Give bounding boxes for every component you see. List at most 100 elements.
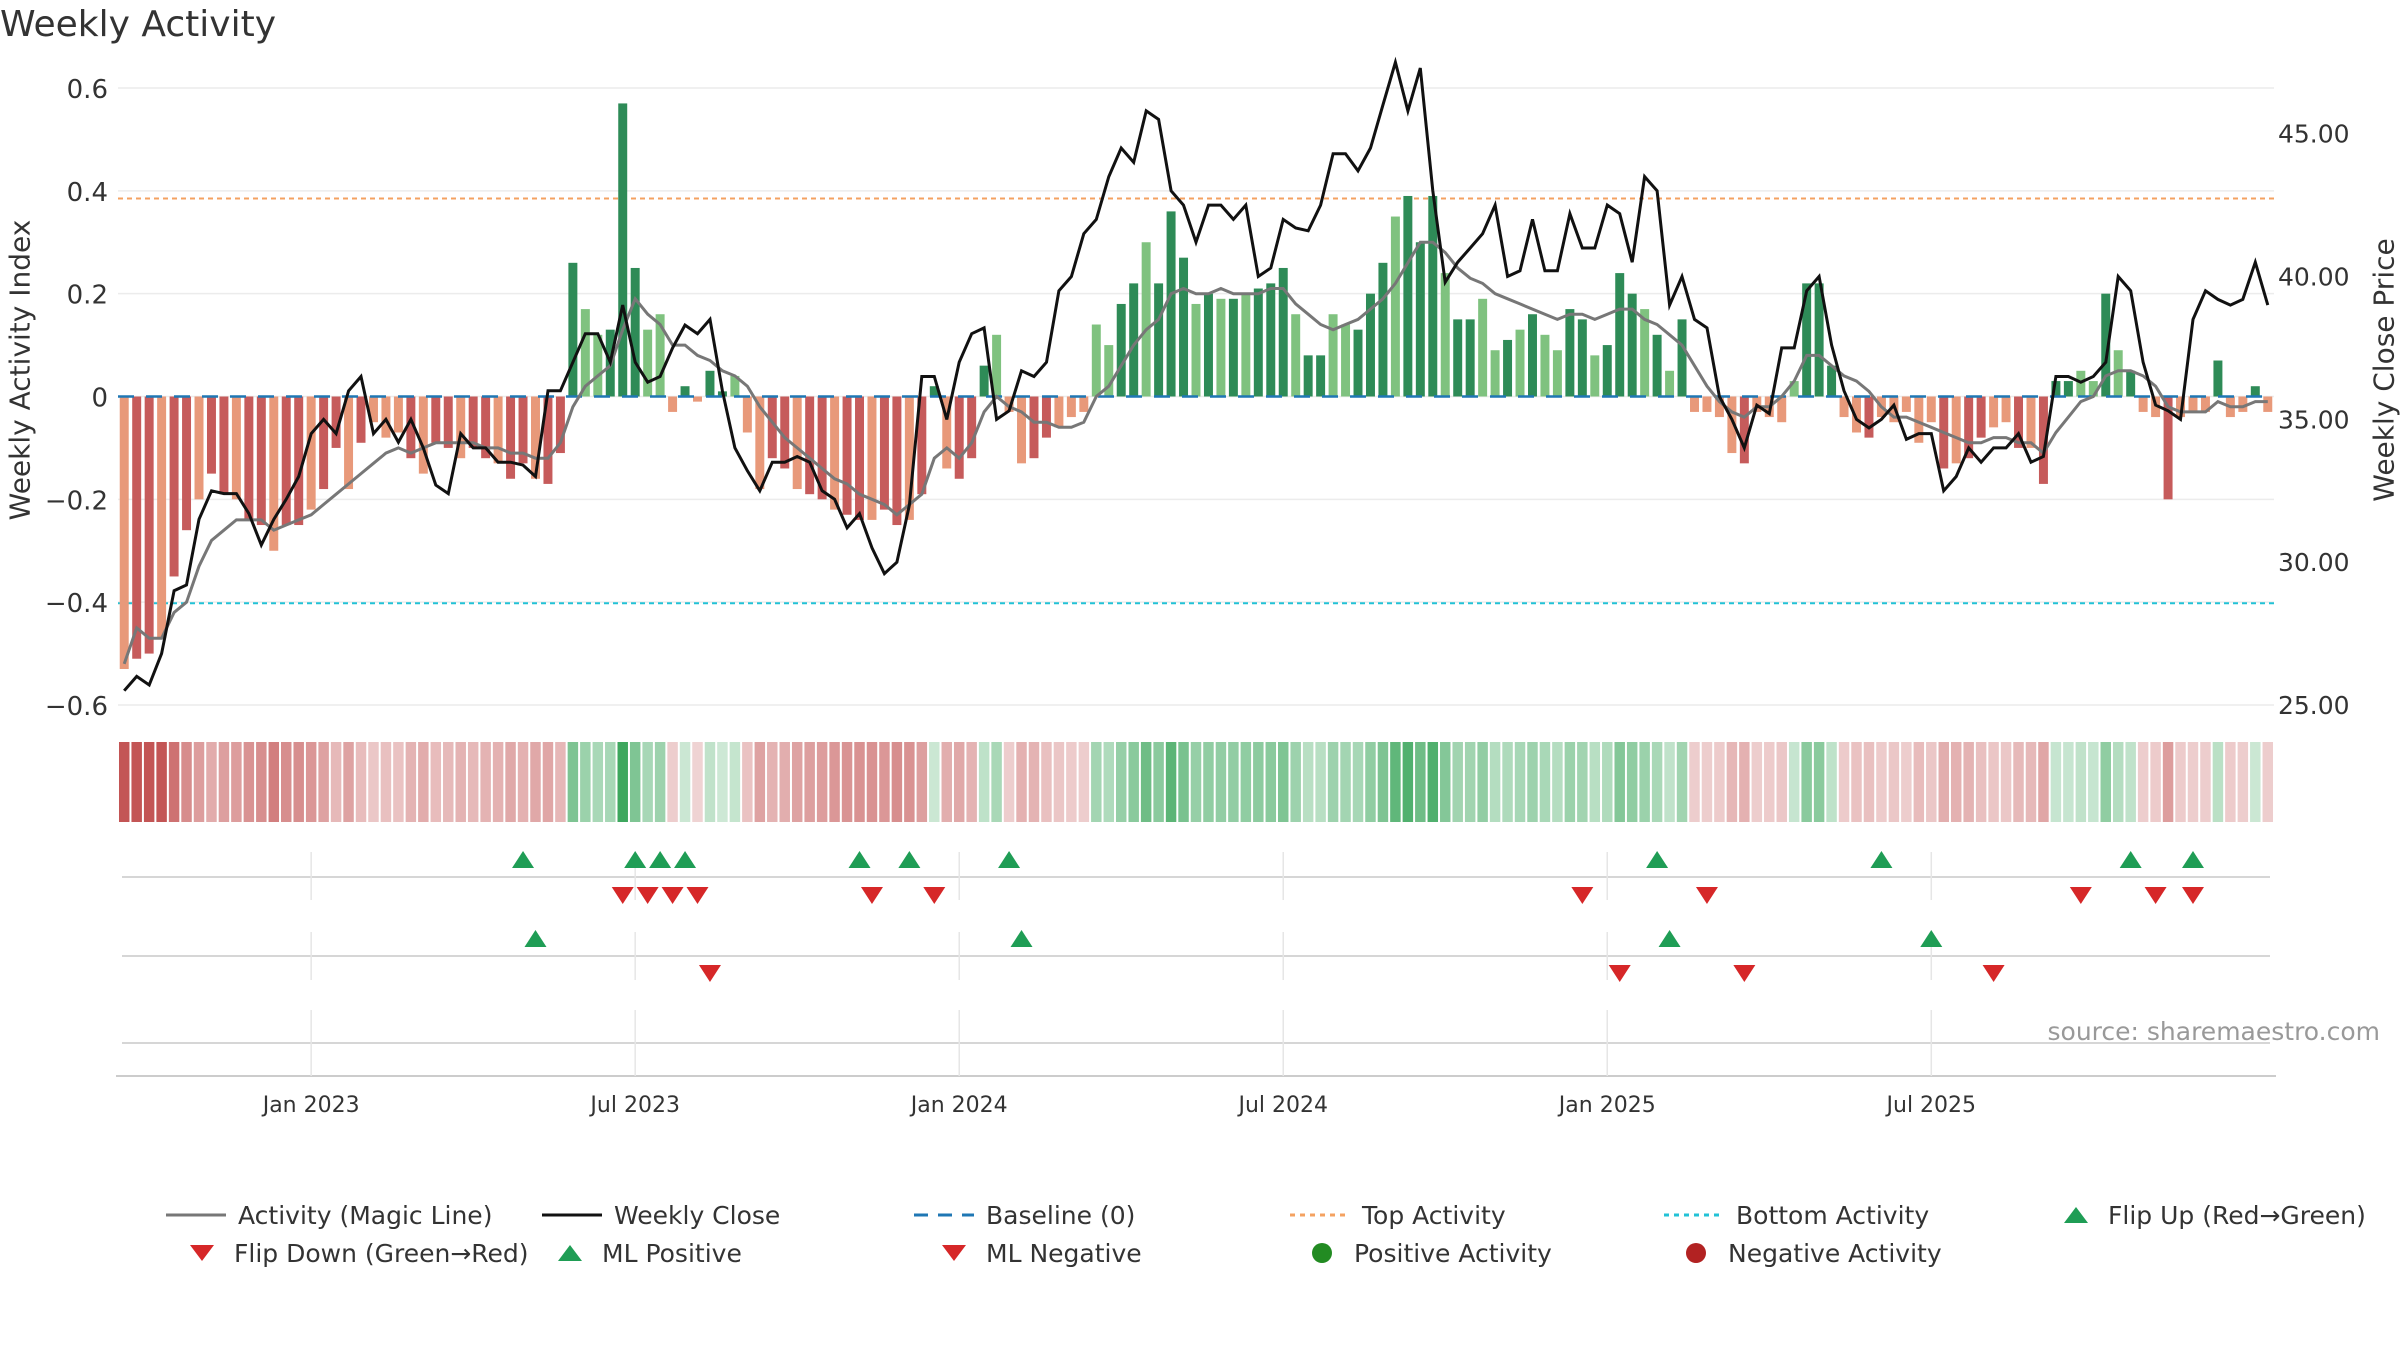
heat-strip-cell xyxy=(231,742,242,822)
activity-bar xyxy=(1129,283,1139,397)
ml-negative-marker xyxy=(1608,965,1631,982)
activity-bar xyxy=(1004,396,1014,412)
activity-bar xyxy=(2263,396,2273,412)
heat-strip-cell xyxy=(1103,742,1114,822)
legend-label: Activity (Magic Line) xyxy=(238,1200,493,1230)
heat-strip-cell xyxy=(1739,742,1750,822)
heat-strip-cell xyxy=(1614,742,1625,822)
flip-up-marker xyxy=(1870,851,1893,868)
activity-bar xyxy=(568,262,578,397)
heat-strip-cell xyxy=(953,742,965,822)
activity-bar xyxy=(2101,293,2111,397)
y-tick-label-right: 45.00 xyxy=(2278,120,2350,149)
activity-bar xyxy=(443,396,453,448)
activity-bar xyxy=(555,396,565,454)
heat-strip-cell xyxy=(754,742,766,822)
legend-ml-negative-swatch xyxy=(942,1245,966,1261)
heat-strip-cell xyxy=(667,742,678,822)
activity-bar xyxy=(194,396,204,500)
activity-bar xyxy=(1727,396,1737,454)
legend-negative-activity: Negative Activity xyxy=(1676,1236,1942,1270)
activity-bar xyxy=(1241,293,1251,397)
heat-strip-cell xyxy=(816,742,828,822)
heat-strip-cell xyxy=(1876,742,1887,822)
activity-bar xyxy=(1515,329,1525,397)
y-tick-label-left: 0.6 xyxy=(67,75,108,105)
activity-bar xyxy=(780,396,790,469)
heat-strip-cell xyxy=(629,742,641,822)
heat-strip-cell xyxy=(1128,742,1139,822)
activity-bar xyxy=(1303,355,1313,397)
heat-strip-cell xyxy=(1514,742,1526,822)
activity-bar xyxy=(1365,293,1375,397)
heat-strip-cell xyxy=(1602,742,1613,822)
activity-bar xyxy=(705,370,715,397)
legend-flip-up: Flip Up (Red→Green) xyxy=(2056,1198,2366,1232)
heat-strip-cell xyxy=(131,742,142,822)
activity-bar xyxy=(2001,396,2011,423)
activity-bar xyxy=(1951,396,1961,464)
heat-strip-cell xyxy=(2200,742,2211,822)
activity-bar xyxy=(904,396,914,520)
heat-strip-cell xyxy=(1066,742,1077,822)
heat-strip-cell xyxy=(1464,742,1476,822)
legend-label: ML Negative xyxy=(986,1238,1142,1268)
heat-strip-cell xyxy=(1402,742,1414,822)
heat-strip-cell xyxy=(2063,742,2074,822)
activity-bar xyxy=(493,396,503,464)
activity-bar xyxy=(1590,355,1600,397)
heat-strip-cell xyxy=(1215,742,1227,822)
activity-bar xyxy=(1166,211,1176,397)
heat-strip-cell xyxy=(1838,742,1850,822)
heat-strip-cell xyxy=(1701,742,1713,822)
flip-up-marker xyxy=(2181,851,2204,868)
heat-strip-cell xyxy=(343,742,354,822)
heat-strip-cell xyxy=(767,742,778,822)
activity-bar xyxy=(1964,396,1974,459)
activity-bar xyxy=(1901,396,1911,412)
activity-bar xyxy=(381,396,391,438)
ml-negative-marker xyxy=(1982,965,2005,982)
heat-strip-cell xyxy=(2225,742,2236,822)
heat-strip-cell xyxy=(418,742,429,822)
activity-bar xyxy=(680,386,690,397)
heat-strip-cell xyxy=(916,742,928,822)
legend-magic-line-swatch xyxy=(166,1213,226,1217)
heat-strip-cell xyxy=(156,742,167,822)
heat-strip-cell xyxy=(1888,742,1900,822)
activity-bar xyxy=(206,396,216,474)
heat-strip-cell xyxy=(1278,742,1289,822)
activity-bar xyxy=(1029,396,1039,459)
heat-strip-cell xyxy=(779,742,790,822)
activity-bar xyxy=(593,334,603,397)
activity-bar xyxy=(879,396,889,510)
activity-bar xyxy=(1154,283,1164,397)
legend-weekly-close-swatch xyxy=(542,1213,602,1217)
heat-strip-cell xyxy=(2250,742,2261,822)
flip-down-marker xyxy=(2144,887,2167,904)
activity-bar xyxy=(979,365,989,397)
activity-bar xyxy=(1266,283,1276,397)
heat-strip-cell xyxy=(879,742,890,822)
activity-bar xyxy=(182,396,192,531)
activity-bar xyxy=(1191,303,1201,397)
y-tick-label-left: −0.2 xyxy=(45,486,108,516)
heat-strip-cell xyxy=(1153,742,1164,822)
y-tick-label-left: −0.4 xyxy=(45,589,108,619)
flip-down-marker xyxy=(860,887,883,904)
heat-strip-cell xyxy=(1228,742,1239,822)
flip-up-marker xyxy=(649,851,672,868)
y-tick-label-left: 0 xyxy=(91,384,108,414)
activity-bar xyxy=(2051,381,2061,397)
activity-bar xyxy=(842,396,852,515)
activity-bar xyxy=(668,396,678,412)
activity-bar xyxy=(1926,396,1936,423)
activity-bar xyxy=(1565,309,1575,397)
activity-bar xyxy=(531,396,540,479)
flip-down-marker xyxy=(686,887,709,904)
activity-bar xyxy=(518,396,528,464)
heat-strip-cell xyxy=(293,742,304,822)
ml-negative-marker xyxy=(1733,965,1756,982)
heat-strip-cell xyxy=(206,742,217,822)
heat-strip-cell xyxy=(1415,742,1426,822)
